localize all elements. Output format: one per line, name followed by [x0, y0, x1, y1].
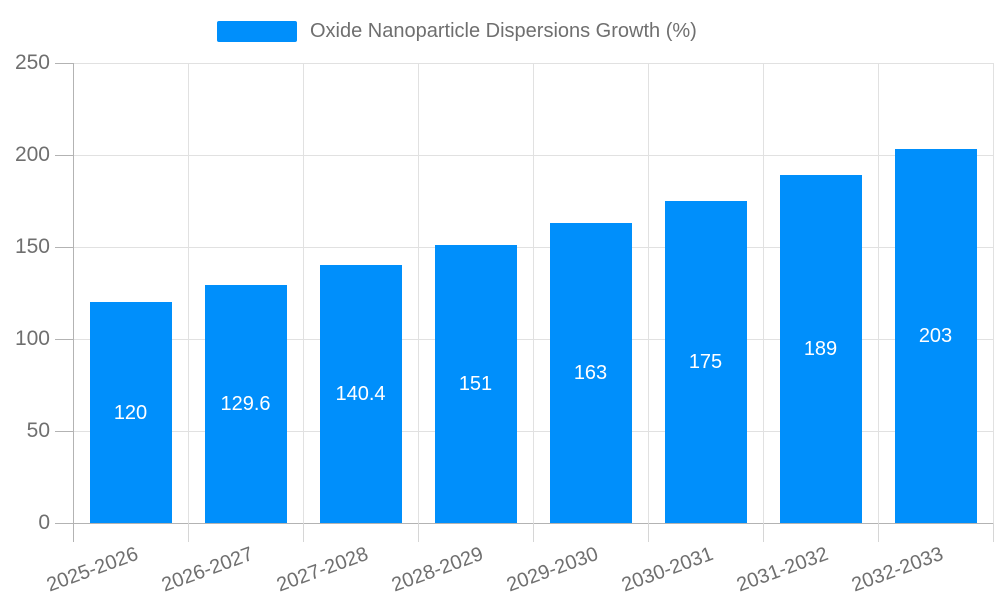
y-tick — [55, 430, 73, 432]
bar[interactable] — [204, 284, 287, 523]
bar[interactable] — [664, 201, 747, 523]
x-gridline — [647, 63, 649, 523]
legend-swatch — [217, 21, 297, 42]
y-tick — [55, 246, 73, 248]
x-gridline — [877, 63, 879, 523]
x-axis-tick-label: 2031-2032 — [733, 543, 832, 597]
y-axis-tick-label: 50 — [26, 419, 50, 442]
bar[interactable] — [779, 175, 862, 523]
y-axis-tick-label: 200 — [14, 143, 50, 166]
x-axis-tick-label: 2027-2028 — [273, 543, 372, 597]
y-tick — [55, 338, 73, 340]
y-axis-tick-label: 100 — [14, 327, 50, 350]
x-gridline — [992, 63, 994, 523]
x-axis-tick-label: 2030-2031 — [618, 543, 717, 597]
x-axis-tick-label: 2028-2029 — [388, 543, 487, 597]
y-axis-tick-label: 250 — [14, 51, 50, 74]
x-gridline — [532, 63, 534, 523]
x-tick — [877, 523, 879, 542]
x-axis-tick-label: 2032-2033 — [848, 543, 947, 597]
y-axis-line — [72, 63, 74, 542]
bar[interactable] — [319, 264, 402, 523]
x-tick — [187, 523, 189, 542]
x-tick — [992, 523, 994, 542]
bar[interactable] — [434, 245, 517, 523]
x-tick — [417, 523, 419, 542]
x-axis-tick-label: 2029-2030 — [503, 543, 602, 597]
legend-label: Oxide Nanoparticle Dispersions Growth (%… — [310, 20, 697, 42]
x-axis-tick-label: 2026-2027 — [158, 543, 257, 597]
x-tick — [647, 523, 649, 542]
y-tick — [55, 62, 73, 64]
x-gridline — [187, 63, 189, 523]
x-axis-line — [55, 522, 993, 524]
bar[interactable] — [89, 302, 172, 523]
bar[interactable] — [894, 149, 977, 523]
x-gridline — [417, 63, 419, 523]
legend-item[interactable]: Oxide Nanoparticle Dispersions Growth (%… — [217, 20, 697, 43]
bar[interactable] — [549, 223, 632, 523]
x-gridline — [762, 63, 764, 523]
y-axis-tick-label: 0 — [38, 511, 50, 534]
x-tick — [532, 523, 534, 542]
x-tick — [302, 523, 304, 542]
y-tick — [55, 154, 73, 156]
x-axis-tick-label: 2025-2026 — [43, 543, 142, 597]
x-tick — [762, 523, 764, 542]
y-axis-tick-label: 150 — [14, 235, 50, 258]
x-gridline — [302, 63, 304, 523]
